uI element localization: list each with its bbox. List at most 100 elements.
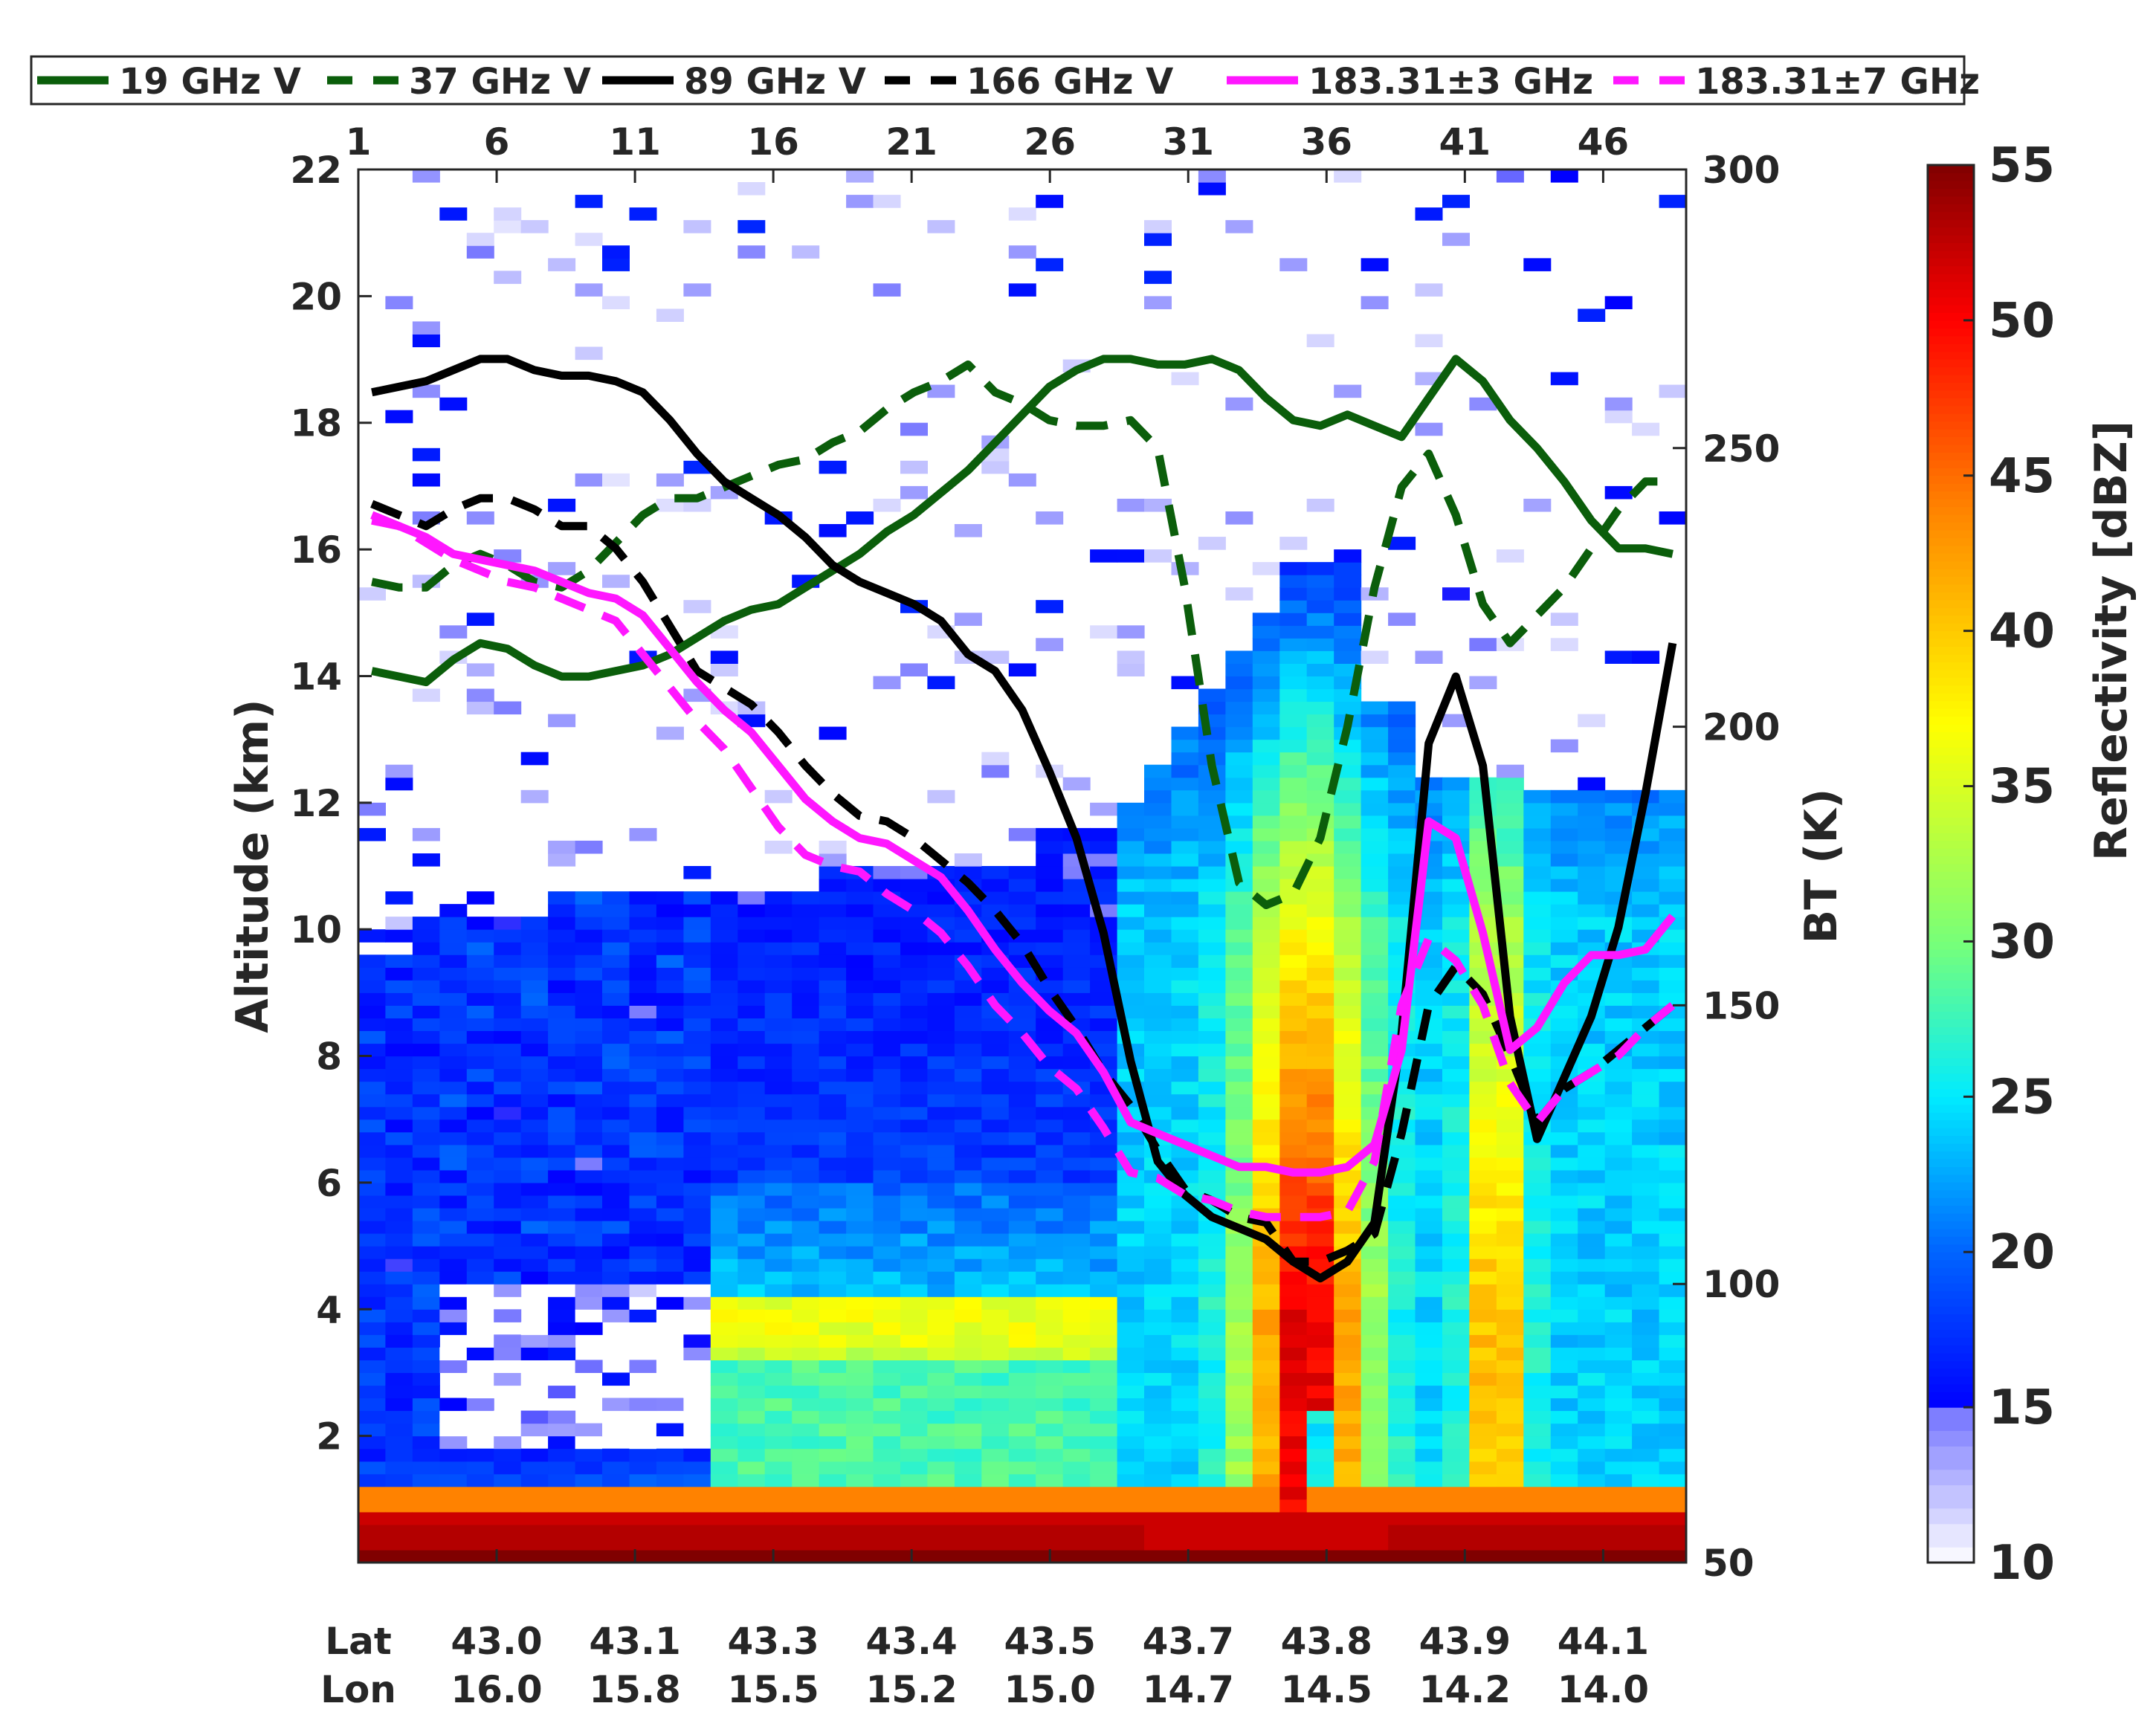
heatmap-cell (1008, 1284, 1036, 1297)
lat-value: 43.7 (1143, 1620, 1234, 1663)
heatmap-cell (1036, 853, 1064, 867)
heatmap-cell (683, 1119, 711, 1133)
heatmap-cell (1252, 1296, 1280, 1310)
heatmap-cell (900, 1448, 928, 1462)
heatmap-cell (1334, 1435, 1362, 1450)
heatmap-cell (1578, 1461, 1606, 1475)
heatmap-cell (792, 954, 820, 968)
heatmap-cell (466, 1499, 494, 1513)
heatmap-cell (1117, 498, 1145, 512)
heatmap-cell (1225, 1119, 1253, 1133)
heatmap-cell (1306, 1106, 1334, 1120)
heatmap-cell (1442, 1435, 1470, 1450)
heatmap-cell (1171, 1157, 1199, 1171)
heatmap-cell (1306, 1259, 1334, 1272)
heatmap-cell (710, 1473, 738, 1487)
colorbar-segment (1928, 964, 1974, 973)
heatmap-cell (900, 1106, 928, 1120)
heatmap-cell (1198, 1246, 1226, 1259)
heatmap-cell (548, 1259, 576, 1272)
heatmap-cell (1008, 1385, 1036, 1399)
heatmap-cell (1171, 1550, 1199, 1563)
heatmap-cell (710, 992, 738, 1006)
heatmap-cell (1090, 1511, 1118, 1525)
heatmap-cell (548, 853, 576, 867)
heatmap-cell (466, 1005, 494, 1018)
colorbar-segment (1928, 452, 1974, 461)
heatmap-cell (927, 1524, 955, 1538)
heatmap-cell (629, 1259, 657, 1272)
heatmap-cell (1361, 714, 1389, 728)
heatmap-cell (548, 1144, 576, 1158)
colorbar-segment (1928, 1275, 1974, 1284)
heatmap-cell (602, 980, 630, 993)
heatmap-cell (1008, 1182, 1036, 1196)
heatmap-cell (1550, 904, 1578, 917)
heatmap-cell (954, 992, 982, 1006)
heatmap-cell (792, 1524, 820, 1538)
heatmap-cell (1225, 701, 1253, 715)
heatmap-cell (1578, 1221, 1606, 1234)
heatmap-cell (1442, 1284, 1470, 1297)
heatmap-cell (412, 1296, 440, 1310)
heatmap-cell (1279, 1461, 1308, 1475)
heatmap-cell (1496, 1144, 1524, 1158)
heatmap-cell (1279, 739, 1308, 753)
heatmap-cell (1632, 1246, 1660, 1259)
y-tick-label: 20 (290, 275, 342, 318)
heatmap-cell (466, 1043, 494, 1057)
heatmap-cell (1659, 802, 1686, 816)
heatmap-cell (629, 1068, 657, 1082)
legend[interactable]: 19 GHz V 37 GHz V 89 GHz V 166 GHz V 183.31±… (30, 55, 1980, 106)
heatmap-cell (1361, 1296, 1389, 1310)
heatmap-cell (494, 1372, 522, 1386)
heatmap-cell (710, 1030, 738, 1044)
heatmap-cell (548, 1550, 576, 1563)
heatmap-cell (1604, 1537, 1633, 1551)
heatmap-cell (683, 1347, 711, 1360)
heatmap-cell (1036, 1068, 1064, 1082)
heatmap-cell (1334, 992, 1362, 1006)
heatmap-cell (1632, 1182, 1660, 1196)
heatmap-cell (1279, 1524, 1308, 1538)
heatmap-cell (819, 967, 847, 980)
heatmap-cell (1144, 1233, 1172, 1247)
heatmap-cell (575, 1018, 603, 1031)
heatmap-cell (385, 917, 413, 930)
heatmap-cell (494, 1448, 522, 1462)
heatmap-cell (1062, 1246, 1091, 1259)
heatmap-cell (439, 1347, 468, 1360)
heatmap-cell (683, 942, 711, 955)
heatmap-cell (1550, 1448, 1578, 1462)
heatmap-cell (385, 1398, 413, 1412)
heatmap-cell (1632, 1284, 1660, 1297)
heatmap-cell (1334, 549, 1362, 563)
heatmap-cell (494, 1385, 522, 1399)
heatmap-cell (1578, 1524, 1606, 1538)
colorbar-tick-label: 35 (1989, 760, 2055, 815)
heatmap-cell (927, 1537, 955, 1551)
heatmap-cell (738, 220, 766, 233)
heatmap-cell (412, 1030, 440, 1044)
heatmap-cell (1361, 764, 1389, 778)
colorbar-segment (1928, 1547, 1974, 1556)
colorbar-segment (1928, 809, 1974, 818)
heatmap-cell (1496, 1119, 1524, 1133)
heatmap-cell (1604, 1233, 1633, 1247)
heatmap-cell (1252, 789, 1280, 804)
heatmap-cell (1632, 866, 1660, 879)
heatmap-cell (1062, 1524, 1091, 1538)
heatmap-cell (764, 1259, 793, 1272)
heatmap-cell (602, 1056, 630, 1070)
lat-value: 43.9 (1419, 1620, 1511, 1663)
heatmap-cell (1171, 1119, 1199, 1133)
colorbar-tick-label: 40 (1989, 604, 2055, 659)
heatmap-cell (1523, 1043, 1552, 1057)
heatmap-cell (1334, 600, 1362, 613)
colorbar-segment (1928, 623, 1974, 632)
heatmap-cell (1171, 1043, 1199, 1057)
heatmap-cell (792, 1043, 820, 1057)
heatmap-cell (1306, 1486, 1334, 1500)
heatmap-cell (764, 1056, 793, 1070)
